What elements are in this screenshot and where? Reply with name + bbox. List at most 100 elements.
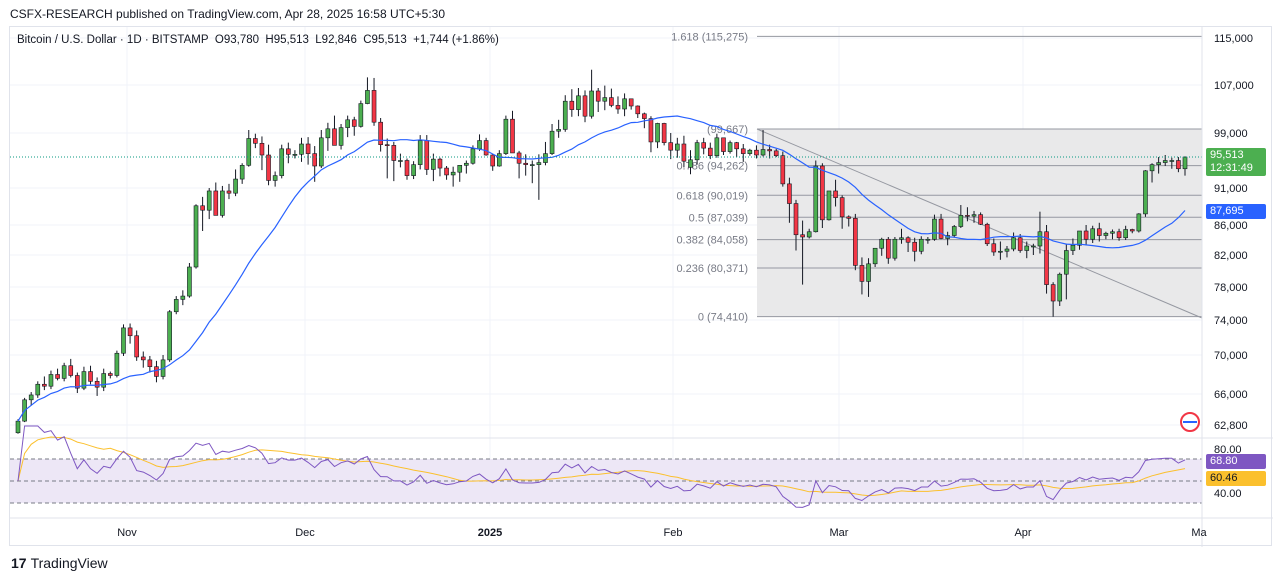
candle-body (246, 138, 252, 166)
candle-body (94, 381, 100, 388)
candle-body (1070, 244, 1076, 251)
candle-body (562, 100, 568, 130)
candle-body (820, 165, 825, 221)
candle-body (1004, 248, 1010, 252)
candle-body (121, 327, 126, 354)
chart-area[interactable]: 1.618 (115,275) (99,667) 0.786 (94,262) 0.6… (9, 26, 1273, 547)
candle-body (345, 119, 350, 128)
time-axis-label: Apr (1014, 527, 1031, 539)
candle-body (813, 165, 819, 233)
candle-body (1024, 245, 1030, 251)
candle-body (61, 365, 67, 379)
candle-body (470, 148, 476, 164)
candle-body (734, 142, 739, 150)
candle-body (338, 127, 344, 146)
candle-body (793, 203, 799, 236)
candle-body (213, 190, 219, 216)
candle-body (1090, 228, 1095, 240)
candle-body (1169, 160, 1175, 162)
time-axis-label: Dec (295, 527, 315, 539)
candle-body (681, 143, 687, 162)
candle-body (48, 374, 54, 387)
candle-body (206, 190, 212, 211)
candle-body (675, 143, 680, 151)
candle-body (628, 98, 634, 107)
ma-price-tag: 87,695 (1206, 204, 1266, 219)
candle-body (134, 335, 139, 358)
candle-body (635, 105, 641, 115)
current-price-tag: 95,513 12:31:49 (1206, 148, 1266, 176)
open-value: O93,780 (214, 34, 260, 46)
candle-body (391, 145, 397, 161)
candle-body (991, 243, 997, 253)
price-axis-label: 107,000 (1214, 80, 1254, 92)
candle-body (431, 158, 436, 170)
candle-body (497, 153, 502, 167)
bar-countdown: 12:31:49 (1210, 162, 1253, 174)
tradingview-logo[interactable]: 17 TradingView (11, 555, 108, 571)
candle-body (582, 95, 588, 117)
candle-body (253, 138, 258, 144)
candle-body (642, 113, 647, 119)
candle-body (193, 205, 199, 268)
candle-body (747, 149, 753, 154)
candle-body (371, 90, 377, 123)
price-axis-label: 78,000 (1214, 282, 1248, 294)
candle-body (589, 90, 594, 117)
candle-body (411, 164, 416, 176)
candle-body (886, 238, 891, 259)
candle-body (965, 215, 970, 217)
candle-body (1064, 250, 1069, 275)
moving-average-line (17, 115, 1186, 422)
candle-body (266, 154, 271, 181)
candle-body (556, 129, 561, 132)
candle-body (490, 154, 496, 167)
time-axis-label: Feb (664, 527, 683, 539)
candle-body (233, 178, 238, 194)
candle-body (694, 142, 700, 161)
candle-body (28, 394, 34, 401)
candle-body (503, 118, 509, 154)
candle-body (899, 237, 904, 240)
candle-body (173, 299, 179, 313)
candle-body (925, 238, 931, 241)
candle-body (1176, 160, 1181, 170)
candle-body (1011, 237, 1016, 250)
rsi-axis-label: 40.00 (1214, 488, 1242, 500)
candle-body (15, 420, 21, 434)
candle-body (523, 162, 528, 165)
candle-body (305, 143, 311, 154)
candle-body (424, 140, 430, 170)
candle-body (450, 171, 456, 176)
fib-level-label: 0.236 (80,371) (676, 263, 748, 275)
candle-body (872, 247, 878, 265)
rsi-ma-value-tag: 60.46 (1206, 471, 1266, 486)
candle-body (1096, 228, 1102, 236)
candle-body (457, 165, 463, 173)
ohlc-legend: Bitcoin / U.S. Dollar · 1D · BITSTAMP O9… (17, 34, 499, 46)
price-chart[interactable]: 1.618 (115,275)(99,667)0.786 (94,262)0.6… (10, 27, 1273, 547)
candle-body (615, 105, 621, 110)
candle-body (879, 238, 885, 249)
candle-body (958, 215, 964, 227)
price-axis-label: 66,000 (1214, 389, 1248, 401)
price-axis-label: 91,000 (1214, 183, 1248, 195)
rsi-axis-label: 80.00 (1214, 444, 1242, 456)
candle-body (35, 383, 41, 396)
candle-body (332, 128, 337, 146)
candle-body (740, 148, 746, 154)
candle-body (1057, 273, 1063, 302)
candle-body (68, 365, 74, 376)
candle-body (140, 356, 146, 361)
candle-body (1017, 237, 1023, 251)
price-axis-label: 74,000 (1214, 315, 1248, 327)
low-value: L92,846 (315, 34, 357, 46)
fib-level-label: 0.382 (84,058) (676, 235, 748, 247)
candle-body (1162, 160, 1168, 163)
candle-body (1050, 284, 1056, 302)
candle-body (978, 214, 983, 225)
candle-body (272, 175, 278, 181)
candle-body (42, 383, 47, 387)
candle-body (444, 167, 449, 176)
candle-body (595, 90, 601, 102)
